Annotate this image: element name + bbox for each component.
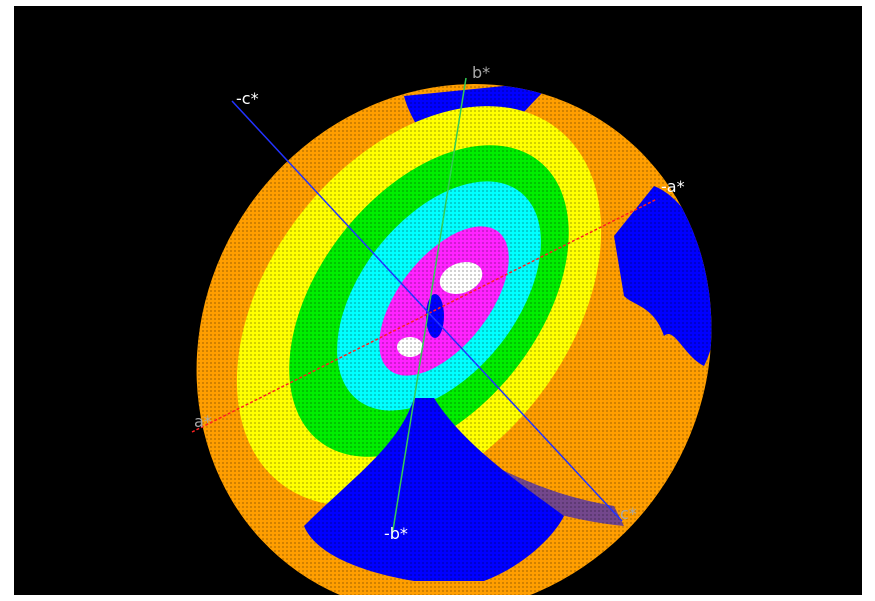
b-axis-line: [391, 77, 467, 537]
label-neg-a-star: -a*: [661, 177, 685, 196]
label-a-star: a*: [194, 412, 212, 431]
label-b-star: b*: [472, 63, 490, 82]
c-axis-line: [231, 100, 623, 522]
reciprocal-space-scene[interactable]: -c* b* -a* a* -b* c*: [14, 6, 862, 595]
label-c-star: c*: [620, 504, 637, 523]
3d-viewport[interactable]: -c* b* -a* a* -b* c*: [14, 6, 862, 595]
label-neg-b-star: -b*: [384, 524, 408, 543]
a-axis-line: [191, 198, 658, 433]
label-neg-c-star: -c*: [236, 89, 259, 108]
